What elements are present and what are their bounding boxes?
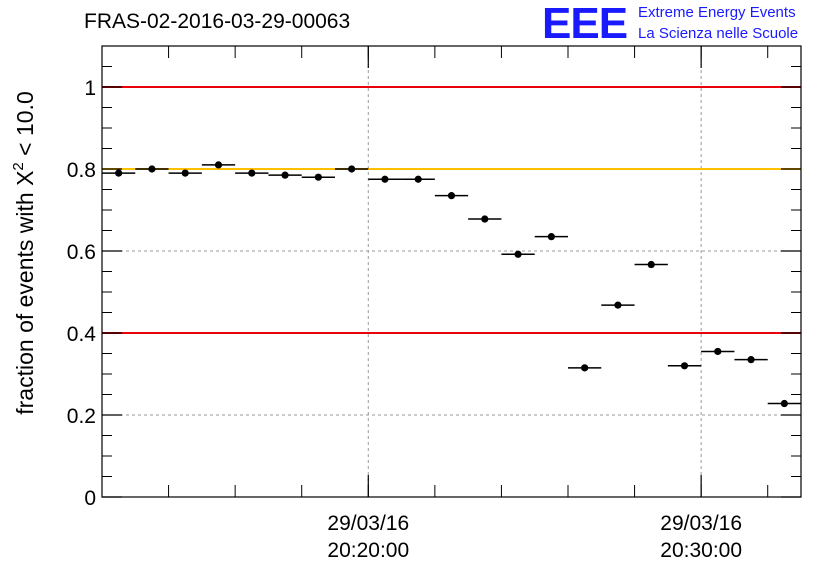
x-tick-label-date: 29/03/16 <box>327 512 409 535</box>
data-point <box>547 233 555 241</box>
data-point <box>680 362 689 370</box>
tick-labels: 0 0.2 0.4 0.6 0.8 1 29/03/16 20:20:00 29/03/16 20… <box>67 77 742 562</box>
y-tick-label: 1 <box>84 77 96 100</box>
logo-text-line-1: Extreme Energy Events <box>638 4 796 21</box>
x-tick-label-date: 29/03/16 <box>660 512 742 535</box>
data-point <box>481 215 489 223</box>
y-tick-label: 0.2 <box>67 405 96 428</box>
axis-ticks <box>101 45 801 498</box>
data-point <box>148 165 156 173</box>
x-tick-label-time: 20:30:00 <box>660 539 742 562</box>
data-point <box>314 173 322 181</box>
x-tick-label-time: 20:20:00 <box>327 539 409 562</box>
data-point <box>414 175 422 183</box>
logo-text-line-2: La Scienza nelle Scuole <box>638 25 799 42</box>
data-point <box>115 169 123 177</box>
data-point <box>447 192 456 200</box>
data-point <box>248 169 256 177</box>
data-point <box>348 165 356 173</box>
plot-frame <box>101 45 802 498</box>
grid-lines <box>102 46 801 497</box>
y-tick-label: 0.8 <box>67 159 96 182</box>
data-point <box>747 356 755 364</box>
data-point <box>514 250 522 258</box>
data-point <box>181 169 189 177</box>
data-point <box>381 175 389 183</box>
data-point <box>714 347 722 356</box>
data-point <box>780 399 788 408</box>
y-tick-label: 0.6 <box>67 241 96 264</box>
chart-title: FRAS-02-2016-03-29-00063 <box>84 10 351 33</box>
data-points <box>102 161 801 408</box>
data-point <box>214 161 223 169</box>
y-tick-label: 0.4 <box>67 323 97 346</box>
y-axis-label-superscript: 2 <box>10 162 27 170</box>
data-point <box>647 260 655 269</box>
y-axis-label: fraction of events with X2 < 10.0 <box>10 91 38 415</box>
data-point <box>281 171 289 179</box>
reference-lines <box>102 86 801 334</box>
eee-logo: EEE <box>542 0 628 48</box>
data-point <box>581 364 589 372</box>
y-tick-label: 0 <box>84 487 96 510</box>
data-point <box>614 301 622 309</box>
